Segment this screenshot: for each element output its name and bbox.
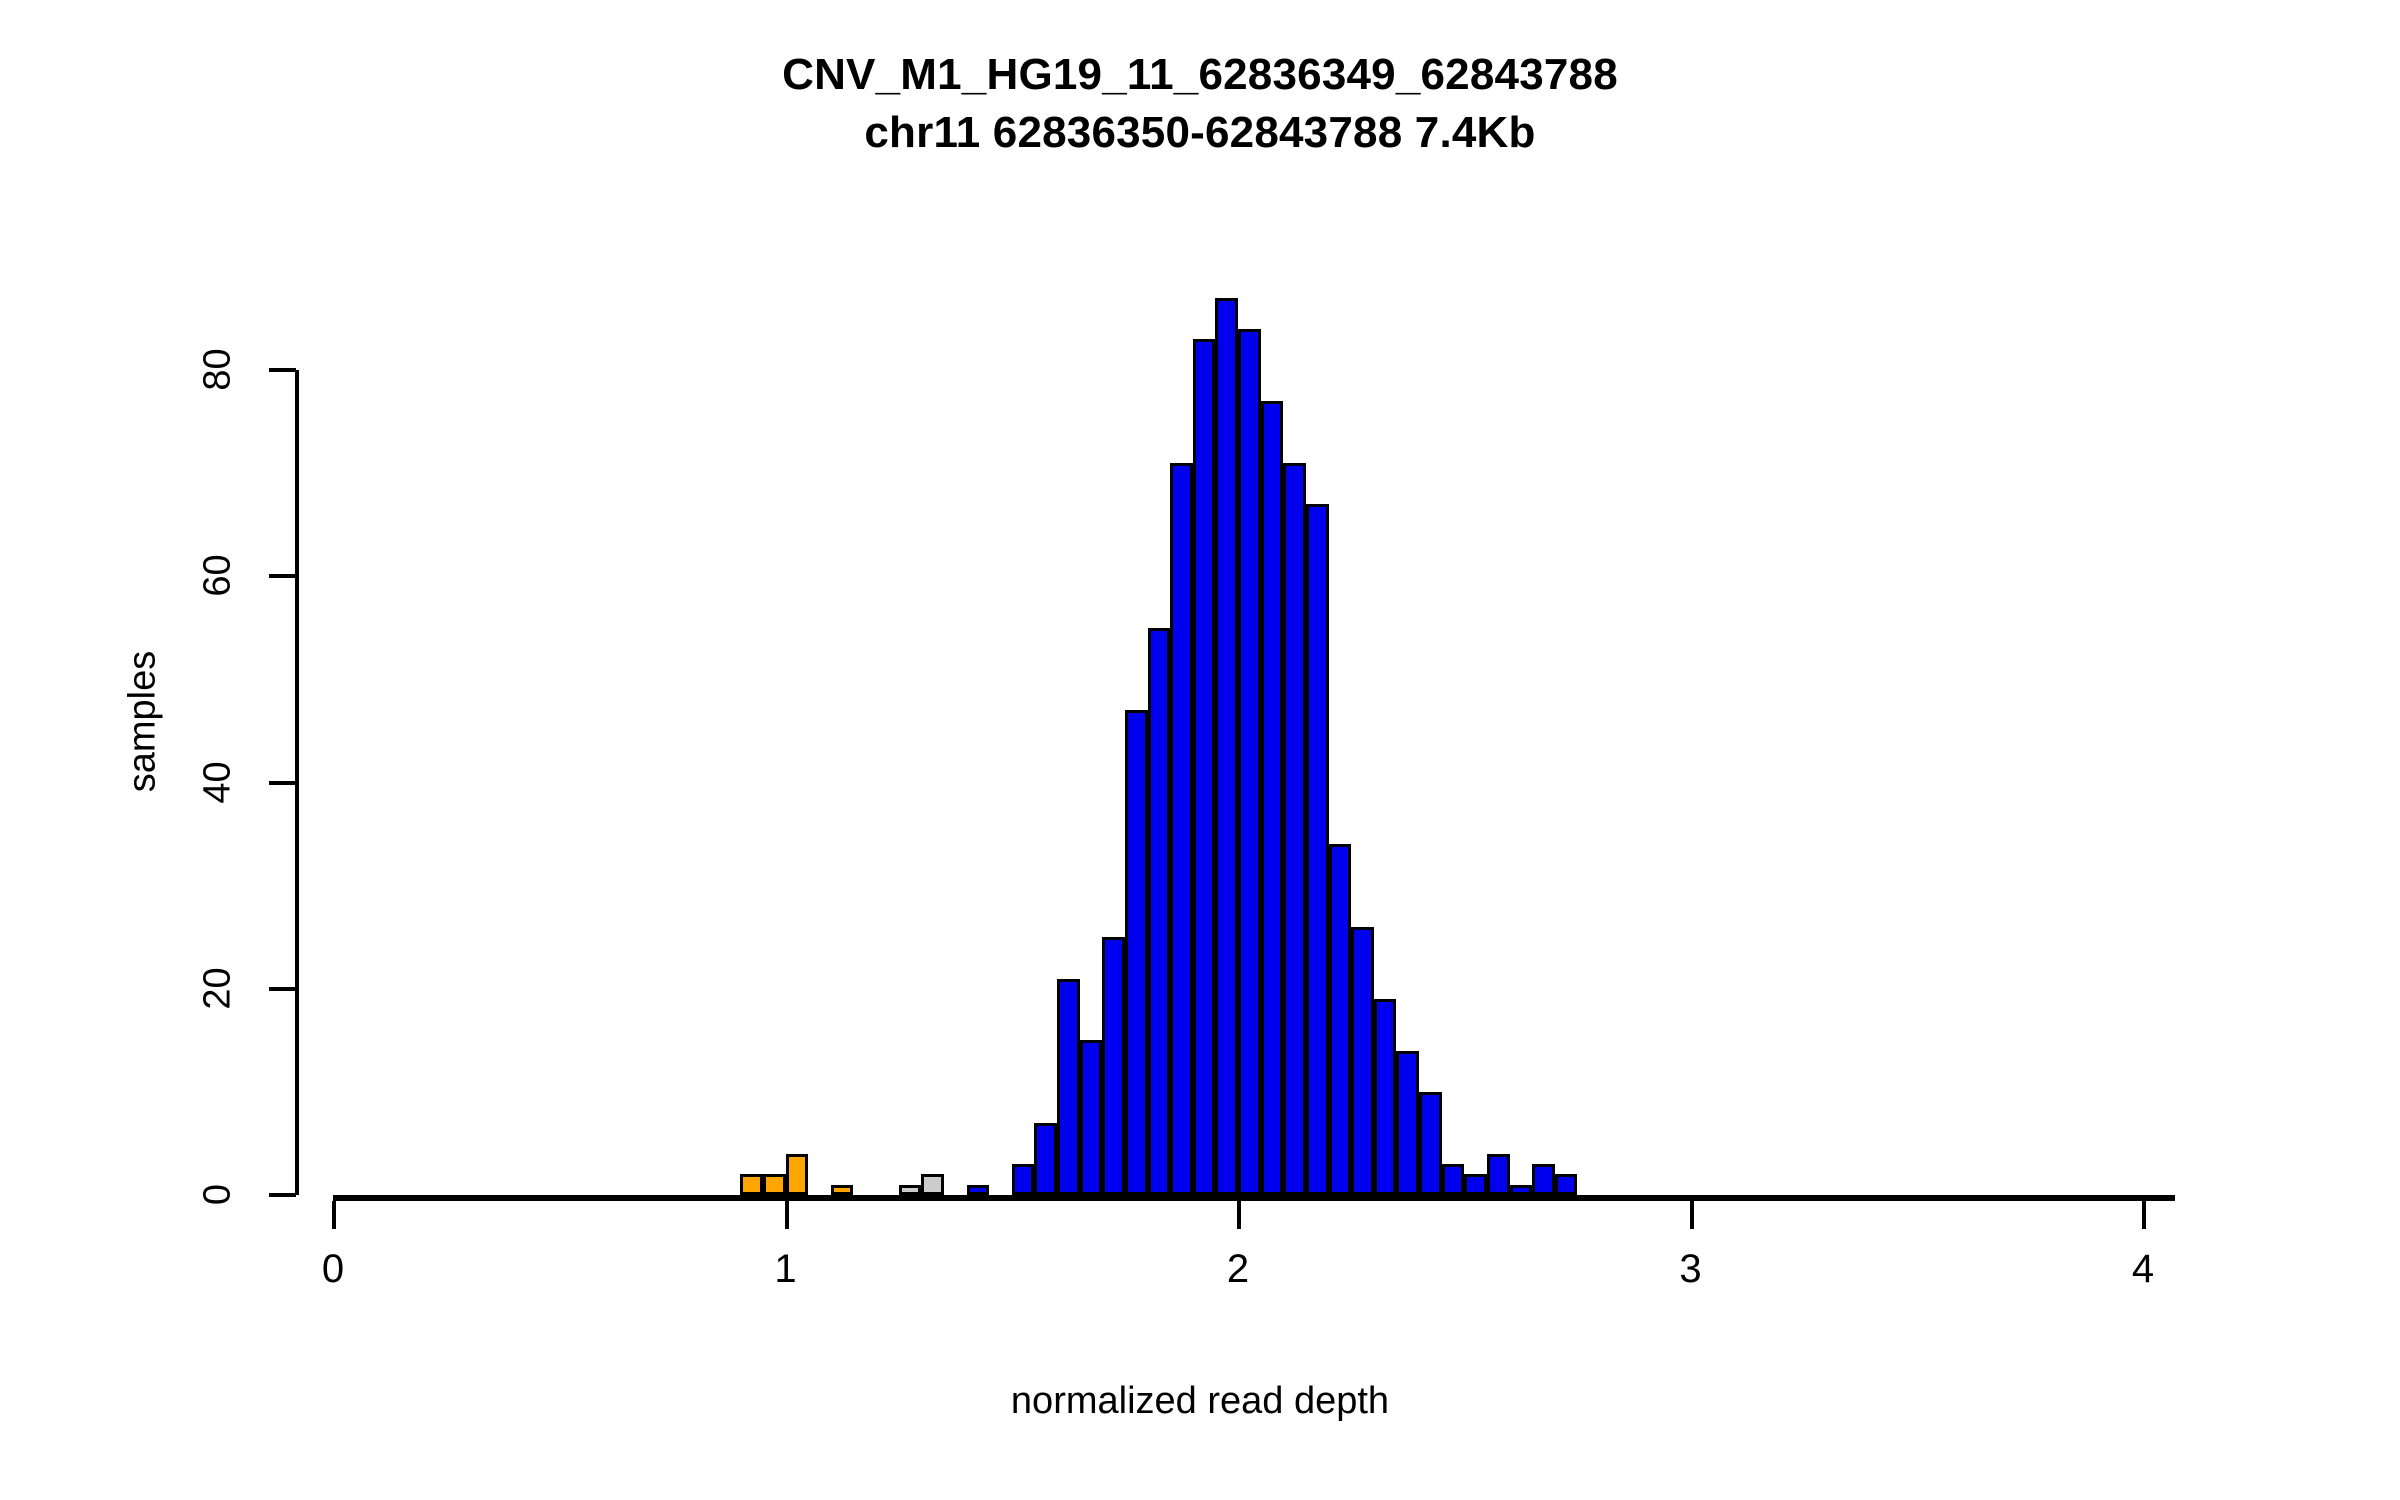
y-axis-tick-label: 20 [196,967,239,1010]
x-axis-label: normalized read depth [1010,1380,1390,1422]
histogram-bar [1532,1164,1555,1195]
histogram-bar [1396,1050,1419,1195]
histogram-bar [898,1184,922,1195]
x-axis-tick [1689,1201,1694,1229]
y-axis-tick-label: 40 [196,760,239,804]
histogram-bar [1305,504,1329,1195]
y-axis-tick [269,368,296,373]
histogram-bar [921,1174,944,1195]
histogram-bar [1057,978,1080,1195]
x-axis-tick-label: 2 [1226,1247,1250,1291]
y-axis-tick-label: 0 [196,1183,239,1206]
histogram-bar [1215,298,1238,1195]
x-axis-tick [784,1201,789,1229]
y-axis-line [295,370,299,1195]
histogram-bar [740,1174,763,1195]
y-axis-tick [269,574,296,579]
histogram-bar [1441,1164,1465,1195]
histogram-bar [1373,999,1397,1195]
chart-title: CNV_M1_HG19_11_62836349_62843788 chr11 6… [0,46,2400,162]
title-line-2: chr11 62836350-62843788 7.4Kb [864,108,1536,157]
x-axis-tick [2142,1201,2146,1229]
histogram-bar [1283,463,1306,1195]
histogram-bar [1509,1184,1533,1195]
y-axis-tick [269,986,296,991]
x-axis-tick [1237,1201,1241,1229]
histogram-bar [1147,627,1171,1195]
x-axis-tick-label: 4 [2131,1247,2155,1291]
histogram-bars [333,245,2188,1195]
histogram-bar [966,1184,990,1195]
histogram-bar [762,1174,786,1195]
x-axis-line [333,1195,2175,1201]
histogram-bar [1419,1091,1442,1195]
histogram-bar [785,1153,809,1195]
histogram-bar [830,1184,854,1195]
y-axis-tick [269,1193,296,1197]
histogram-bar [1011,1164,1035,1195]
histogram-bar [1192,339,1216,1195]
title-line-1: CNV_M1_HG19_11_62836349_62843788 [782,50,1618,99]
histogram-bar [1170,463,1193,1195]
histogram-bar [1034,1122,1057,1195]
x-axis-tick-label: 0 [321,1247,345,1291]
y-axis-tick-label: 80 [196,348,239,391]
plot-area: 0 20 40 60 80 [197,245,2188,1229]
histogram-bar [1260,401,1284,1195]
histogram-bar [1486,1153,1510,1195]
x-axis-tick-label: 1 [774,1247,797,1291]
x-axis-tick-label: 3 [1679,1247,1702,1291]
y-axis-tick-label: 60 [196,554,239,598]
histogram-bar [1328,844,1352,1195]
y-axis-tick [269,780,296,785]
histogram-bar [1464,1174,1487,1195]
histogram-bar [1124,710,1148,1195]
histogram-bar [1079,1040,1103,1195]
histogram-bar [1102,937,1125,1195]
histogram-bar [1554,1174,1578,1195]
histogram-bar [1351,926,1374,1195]
y-axis-label: samples [121,650,164,793]
x-axis-tick [332,1201,336,1229]
histogram-bar [1238,329,1261,1195]
